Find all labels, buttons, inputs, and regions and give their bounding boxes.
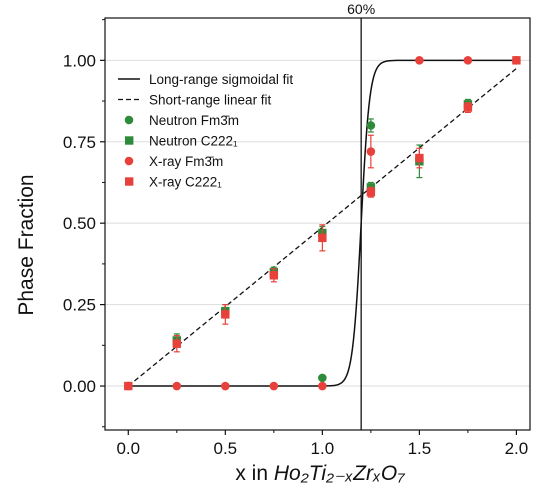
legend-label: X-ray C222₁ — [149, 175, 222, 190]
data-point-square — [415, 153, 424, 163]
data-point-square — [172, 339, 182, 348]
data-point-circle — [366, 121, 376, 130]
data-point-circle — [463, 56, 473, 65]
x-tick-label: 0.0 — [116, 439, 140, 458]
data-points — [123, 56, 521, 391]
data-point-circle — [123, 381, 133, 391]
data-point-circle — [512, 56, 521, 65]
sixty-percent-label: 60% — [347, 1, 375, 17]
data-point-circle — [366, 147, 376, 156]
plot-frame — [104, 17, 531, 431]
x-tick-label: 1.5 — [408, 439, 432, 458]
legend-label: Neutron Fm3̄m — [149, 113, 239, 128]
data-point-square — [269, 271, 279, 280]
legend-square-swatch — [125, 136, 134, 145]
y-tick-label: 0.00 — [63, 377, 96, 396]
x-axis-label-formula: Ho₂Ti₂₋ₓZrₓO₇ — [274, 462, 405, 485]
x-tick-label: 1.0 — [311, 439, 335, 458]
data-point-square — [463, 103, 473, 112]
legend-label: Long-range sigmoidal fit — [149, 72, 293, 87]
x-tick-label: 2.0 — [505, 439, 529, 458]
legend-square-swatch — [125, 177, 134, 186]
legend: Long-range sigmoidal fit Short-range line… — [118, 72, 293, 190]
data-point-circle — [269, 381, 279, 391]
gridlines — [105, 59, 530, 387]
x-tick-label: 0.5 — [213, 439, 237, 458]
y-tick-label: 0.50 — [63, 214, 96, 233]
data-point-circle — [415, 56, 424, 65]
x-axis-label-prefix: x in — [235, 462, 274, 485]
legend-label: X-ray Fm3̄m — [149, 154, 223, 169]
data-point-circle — [318, 381, 327, 391]
data-point-square — [221, 310, 230, 319]
data-point-circle — [221, 381, 230, 391]
axis-ticks: 0.00 0.25 0.50 0.75 1.00 0.0 0.5 1.0 1.5 2.0 — [63, 19, 529, 458]
y-tick-label: 0.25 — [63, 296, 96, 315]
y-tick-label: 1.00 — [63, 51, 96, 70]
legend-circle-swatch — [124, 115, 134, 125]
legend-label: Short-range linear fit — [149, 93, 272, 108]
data-point-square — [318, 233, 327, 243]
legend-circle-swatch — [124, 156, 134, 166]
data-point-square — [366, 188, 376, 197]
x-axis-label: x in Ho₂Ti₂₋ₓZrₓO₇ — [235, 462, 405, 485]
data-point-circle — [318, 373, 327, 383]
legend-label: Neutron C222₁ — [149, 134, 238, 149]
y-tick-label: 0.75 — [63, 133, 96, 152]
y-axis-label: Phase Fraction — [15, 174, 38, 315]
data-point-circle — [172, 381, 182, 391]
